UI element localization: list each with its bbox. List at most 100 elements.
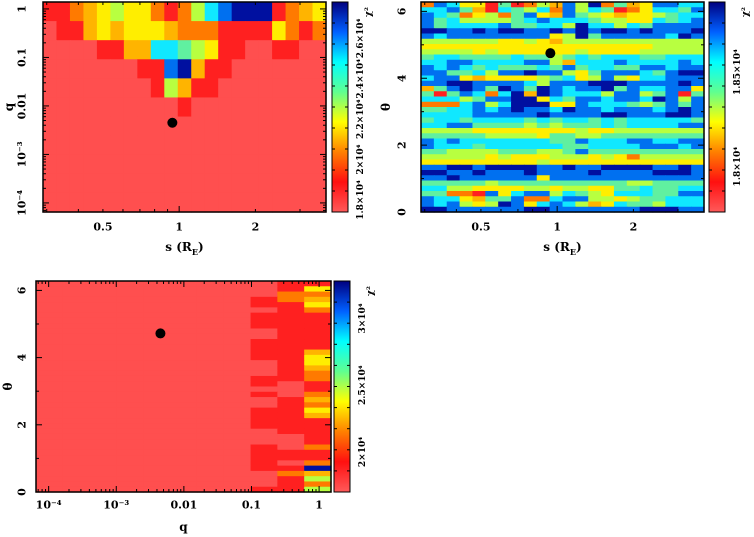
heatmap-cell: [588, 133, 602, 140]
heatmap-cell: [56, 135, 71, 156]
heatmap-cell: [485, 196, 499, 203]
heatmap-cell: [511, 7, 525, 14]
heatmap-cell: [89, 360, 118, 367]
heatmap-cell: [272, 2, 287, 22]
heatmap-cell: [536, 2, 551, 8]
heatmap-cell: [601, 154, 615, 161]
heatmap-cell: [143, 317, 171, 324]
heatmap-cell: [143, 412, 171, 419]
heatmap-cell: [485, 96, 499, 103]
heatmap-cell: [170, 349, 198, 356]
heatmap-cell: [678, 138, 692, 145]
x-tick-label: 0.1: [242, 499, 261, 512]
heatmap-cell: [536, 107, 551, 113]
heatmap-cell: [588, 180, 602, 187]
heatmap-cell: [446, 12, 461, 19]
heatmap-cell: [562, 191, 576, 197]
heatmap-cell: [285, 21, 300, 41]
heatmap-cell: [678, 154, 692, 161]
heatmap-cell: [678, 107, 692, 113]
heatmap-cell: [613, 196, 628, 203]
heatmap-cell: [116, 460, 144, 467]
heatmap-cell: [536, 170, 551, 176]
heatmap-cell: [446, 44, 461, 50]
heatmap-cell: [652, 7, 667, 14]
heatmap-cell: [472, 44, 486, 50]
heatmap-cell: [588, 159, 602, 166]
heatmap-cell: [639, 96, 654, 103]
heatmap-cell: [272, 59, 287, 79]
heatmap-cell: [223, 302, 252, 308]
heatmap-cell: [549, 201, 564, 208]
colorbar-tick-label: 1.85×10⁴: [733, 49, 743, 95]
heatmap-cell: [549, 180, 564, 187]
heatmap-cell: [218, 59, 233, 79]
heatmap-cell: [96, 154, 111, 175]
heatmap-cell: [36, 354, 64, 361]
heatmap-cell: [89, 323, 118, 330]
heatmap-cell: [575, 49, 589, 56]
heatmap-cell: [143, 344, 171, 351]
heatmap-cell: [498, 107, 512, 113]
heatmap-cell: [83, 154, 98, 175]
heatmap-cell: [665, 59, 679, 66]
heatmap-cell: [485, 149, 499, 155]
heatmap-cell: [36, 312, 64, 319]
heatmap-cell: [575, 54, 589, 61]
heatmap-cell: [421, 170, 435, 176]
plot-frame: [42, 1, 327, 213]
heatmap-cell: [691, 143, 705, 150]
heatmap-cell: [83, 192, 98, 213]
heatmap-cell: [223, 291, 252, 298]
heatmap-cell: [652, 196, 667, 203]
heatmap-cell: [43, 40, 58, 60]
heatmap-cell: [691, 196, 705, 203]
heatmap-cell: [536, 138, 551, 145]
heatmap-cell: [223, 402, 252, 409]
heatmap-cell: [459, 23, 474, 29]
heatmap-cell: [665, 191, 679, 197]
heatmap-cell: [639, 44, 654, 50]
x-tick-label: 2: [630, 221, 638, 234]
heatmap-cell: [433, 7, 448, 14]
heatmap-cell: [652, 86, 667, 92]
heatmap-cell: [562, 170, 576, 176]
heatmap-cell: [498, 206, 512, 213]
y-tick-label: 10⁻⁴: [16, 190, 29, 216]
heatmap-cell: [143, 375, 171, 382]
heatmap-cell: [218, 116, 233, 137]
heatmap-cell: [191, 192, 206, 213]
heatmap-cell: [665, 23, 679, 29]
heatmap-cell: [96, 116, 111, 137]
heatmap-cell: [511, 133, 525, 140]
heatmap-cell: [498, 117, 512, 124]
heatmap-cell: [137, 78, 152, 99]
heatmap-cell: [304, 381, 332, 388]
heatmap-cell: [170, 476, 198, 483]
heatmap-cell: [43, 21, 58, 41]
heatmap-cell: [562, 49, 576, 56]
heatmap-cell: [258, 97, 273, 118]
heatmap-cell: [250, 391, 278, 398]
heatmap-cell: [299, 192, 314, 213]
heatmap-cell: [665, 201, 679, 208]
heatmap-cell: [562, 28, 576, 35]
heatmap-cell: [575, 122, 589, 129]
heatmap-cell: [196, 307, 225, 314]
heatmap-cell: [601, 7, 615, 14]
heatmap-cell: [626, 59, 641, 66]
heatmap-cell: [116, 312, 144, 319]
heatmap-cell: [562, 91, 576, 98]
heatmap-cell: [62, 365, 91, 372]
colorbar-title: χ²: [364, 7, 374, 17]
heatmap-cell: [549, 33, 564, 40]
heatmap-cell: [250, 486, 278, 493]
heatmap-cell: [549, 96, 564, 103]
heatmap-cell: [613, 154, 628, 161]
heatmap-cell: [446, 80, 461, 87]
heatmap-cell: [536, 185, 551, 192]
heatmap-cell: [421, 91, 435, 98]
heatmap-cell: [511, 175, 525, 182]
heatmap-cell: [459, 70, 474, 77]
heatmap-cell: [575, 180, 589, 187]
